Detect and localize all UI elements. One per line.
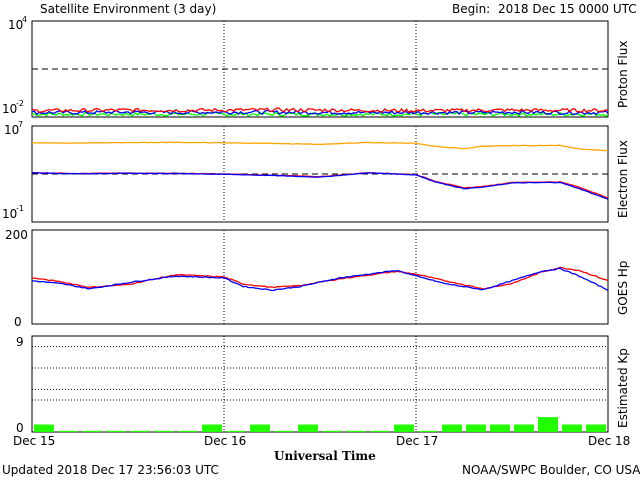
hp-ytick-top: 200 bbox=[5, 228, 28, 242]
kp-bar-5 bbox=[154, 430, 174, 432]
kp-bar-21 bbox=[538, 417, 558, 432]
series-line-p1-blue bbox=[31, 172, 609, 200]
kp-bar-14 bbox=[370, 430, 390, 432]
kp-bar-4 bbox=[130, 430, 150, 432]
begin-value: 2018 Dec 15 0000 UTC bbox=[498, 2, 637, 16]
xtick-dec18: Dec 18 bbox=[588, 434, 630, 448]
kp-panel-frame bbox=[31, 335, 609, 433]
proton-ytick-top-exp: 4 bbox=[22, 15, 27, 24]
chart-marks bbox=[31, 21, 609, 432]
electron-ytick-top-mant: 10 bbox=[4, 123, 19, 137]
kp-bar-8 bbox=[226, 430, 246, 432]
proton-ylabel: Proton Flux bbox=[616, 41, 630, 108]
kp-ytick-top: 9 bbox=[16, 335, 24, 349]
kp-bar-13 bbox=[346, 430, 366, 432]
xtick-dec15: Dec 15 bbox=[13, 434, 55, 448]
kp-bar-17 bbox=[442, 424, 462, 432]
series-line-p1-orange bbox=[31, 141, 609, 152]
kp-bar-2 bbox=[82, 430, 102, 432]
kp-bar-15 bbox=[394, 424, 414, 432]
xlabel: Universal Time bbox=[274, 449, 376, 463]
electron-ylabel: Electron Flux bbox=[616, 140, 630, 218]
kp-ytick-bottom: 0 bbox=[16, 421, 24, 435]
kp-bar-22 bbox=[562, 424, 582, 432]
kp-bar-16 bbox=[418, 430, 438, 432]
kp-bar-1 bbox=[58, 430, 78, 432]
proton-ytick-top-mant: 10 bbox=[8, 18, 23, 32]
proton-ytick-bottom-mant: 10 bbox=[2, 102, 17, 116]
kp-bar-20 bbox=[514, 424, 534, 432]
xtick-dec17: Dec 17 bbox=[396, 434, 438, 448]
xtick-dec16: Dec 16 bbox=[204, 434, 246, 448]
series-line-p2-blue bbox=[31, 267, 609, 292]
hp-ytick-bottom: 0 bbox=[14, 315, 22, 329]
electron-ytick-top-exp: 7 bbox=[18, 120, 23, 129]
kp-bar-6 bbox=[178, 430, 198, 432]
credit-text: NOAA/SWPC Boulder, CO USA bbox=[462, 463, 640, 477]
hp-panel-frame bbox=[31, 229, 609, 325]
begin-label: Begin: bbox=[452, 2, 490, 16]
kp-bar-19 bbox=[490, 424, 510, 432]
updated-timestamp: Updated 2018 Dec 17 23:56:03 UTC bbox=[2, 463, 219, 477]
kp-bar-7 bbox=[202, 424, 222, 432]
kp-bar-10 bbox=[274, 430, 294, 432]
kp-bar-3 bbox=[106, 430, 126, 432]
kp-bar-18 bbox=[466, 424, 486, 432]
series-line-p0-green bbox=[31, 111, 609, 117]
proton-ytick-bottom-exp: -2 bbox=[16, 99, 24, 108]
kp-bar-0 bbox=[34, 424, 54, 432]
electron-ytick-bottom-mant: 10 bbox=[2, 207, 17, 221]
kp-ylabel: Estimated Kp bbox=[616, 348, 630, 428]
kp-bar-12 bbox=[322, 430, 342, 432]
electron-ytick-bottom-exp: -1 bbox=[16, 204, 24, 213]
kp-bar-11 bbox=[298, 424, 318, 432]
series-line-p0-red bbox=[31, 107, 609, 114]
series-line-p2-red bbox=[31, 266, 609, 290]
kp-bar-9 bbox=[250, 424, 270, 432]
series-line-p0-blue bbox=[31, 109, 609, 116]
hp-ylabel: GOES Hp bbox=[616, 261, 630, 315]
chart-title: Satellite Environment (3 day) bbox=[40, 2, 216, 16]
proton-panel-frame bbox=[31, 20, 609, 118]
kp-bar-23 bbox=[586, 424, 606, 432]
